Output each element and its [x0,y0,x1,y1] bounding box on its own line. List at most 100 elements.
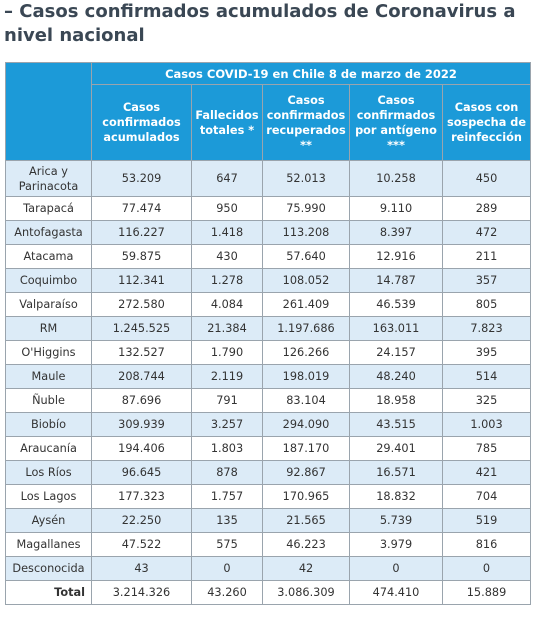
table-row: Tarapacá 77.474 950 75.990 9.110 289 [5,196,532,221]
value-cell: 108.052 [262,268,350,293]
value-cell: 514 [441,364,532,389]
value-cell: 519 [441,508,532,533]
table-row: Desconocida 43 0 42 0 0 [5,556,532,581]
region-cell: Tarapacá [5,196,92,221]
value-cell: 132.527 [91,340,192,365]
value-cell: 163.011 [349,316,443,341]
value-cell: 5.739 [349,508,443,533]
region-cell: Los Lagos [5,484,92,509]
value-cell: 1.278 [191,268,263,293]
total-value-cell: 474.410 [349,580,443,605]
table-row: Ñuble 87.696 791 83.104 18.958 325 [5,388,532,413]
column-header-deaths: Fallecidos totales * [191,84,263,161]
value-cell: 92.867 [262,460,350,485]
value-cell: 10.258 [349,160,443,197]
value-cell: 170.965 [262,484,350,509]
value-cell: 77.474 [91,196,192,221]
value-cell: 194.406 [91,436,192,461]
value-cell: 43.515 [349,412,443,437]
region-cell: RM [5,316,92,341]
value-cell: 7.823 [441,316,532,341]
value-cell: 430 [191,244,263,269]
table-row: Coquimbo 112.341 1.278 108.052 14.787 357 [5,268,532,293]
region-cell: Valparaíso [5,292,92,317]
table-row: Biobío 309.939 3.257 294.090 43.515 1.003 [5,412,532,437]
value-cell: 18.958 [349,388,443,413]
region-cell: Ñuble [5,388,92,413]
value-cell: 29.401 [349,436,443,461]
column-header-recovered: Casos confirmados recuperados ** [262,84,350,161]
value-cell: 8.397 [349,220,443,245]
value-cell: 75.990 [262,196,350,221]
value-cell: 3.257 [191,412,263,437]
region-cell: Los Ríos [5,460,92,485]
value-cell: 198.019 [262,364,350,389]
total-value-cell: 15.889 [441,580,532,605]
value-cell: 24.157 [349,340,443,365]
value-cell: 261.409 [262,292,350,317]
table-row: Araucanía 194.406 1.803 187.170 29.401 785 [5,436,532,461]
total-row: Total 3.214.326 43.260 3.086.309 474.410 15.8… [5,580,532,605]
value-cell: 187.170 [262,436,350,461]
value-cell: 46.539 [349,292,443,317]
value-cell: 272.580 [91,292,192,317]
value-cell: 18.832 [349,484,443,509]
value-cell: 805 [441,292,532,317]
region-cell: Desconocida [5,556,92,581]
covid-cases-table: Casos COVID-19 en Chile 8 de marzo de 20… [5,62,532,605]
value-cell: 1.418 [191,220,263,245]
value-cell: 177.323 [91,484,192,509]
total-value-cell: 3.086.309 [262,580,350,605]
value-cell: 16.571 [349,460,443,485]
total-value-cell: 43.260 [191,580,263,605]
value-cell: 816 [441,532,532,557]
table-row: Aysén 22.250 135 21.565 5.739 519 [5,508,532,533]
total-value-cell: 3.214.326 [91,580,192,605]
region-cell: Biobío [5,412,92,437]
value-cell: 704 [441,484,532,509]
table-row: Los Ríos 96.645 878 92.867 16.571 421 [5,460,532,485]
value-cell: 785 [441,436,532,461]
value-cell: 57.640 [262,244,350,269]
page-heading: – Casos confirmados acumulados de Corona… [4,1,516,46]
table-title: Casos COVID-19 en Chile 8 de marzo de 20… [90,62,532,85]
value-cell: 472 [441,220,532,245]
region-cell: Atacama [5,244,92,269]
value-cell: 357 [441,268,532,293]
table-row: RM 1.245.525 21.384 1.197.686 163.011 7.823 [5,316,532,341]
table-row: Los Lagos 177.323 1.757 170.965 18.832 704 [5,484,532,509]
table-row: Atacama 59.875 430 57.640 12.916 211 [5,244,532,269]
region-cell: Magallanes [5,532,92,557]
value-cell: 52.013 [262,160,350,197]
value-cell: 421 [441,460,532,485]
value-cell: 3.979 [349,532,443,557]
value-cell: 22.250 [91,508,192,533]
value-cell: 53.209 [91,160,192,197]
value-cell: 83.104 [262,388,350,413]
value-cell: 43 [91,556,192,581]
total-label: Total [5,580,92,605]
value-cell: 9.110 [349,196,443,221]
value-cell: 1.245.525 [91,316,192,341]
value-cell: 1.803 [191,436,263,461]
column-header-reinfection: Casos con sospecha de reinfección [441,84,532,161]
column-header-confirmed: Casos confirmados acumulados [91,84,192,161]
value-cell: 47.522 [91,532,192,557]
value-cell: 395 [441,340,532,365]
value-cell: 1.003 [441,412,532,437]
value-cell: 126.266 [262,340,350,365]
table-row: Maule 208.744 2.119 198.019 48.240 514 [5,364,532,389]
value-cell: 0 [191,556,263,581]
region-cell: O'Higgins [5,340,92,365]
value-cell: 59.875 [91,244,192,269]
value-cell: 46.223 [262,532,350,557]
table-row: Arica y Parinacota 53.209 647 52.013 10.258 4… [5,160,532,197]
value-cell: 2.119 [191,364,263,389]
region-cell: Coquimbo [5,268,92,293]
value-cell: 1.757 [191,484,263,509]
value-cell: 113.208 [262,220,350,245]
region-cell: Arica y Parinacota [5,160,92,197]
value-cell: 12.916 [349,244,443,269]
value-cell: 135 [191,508,263,533]
value-cell: 211 [441,244,532,269]
